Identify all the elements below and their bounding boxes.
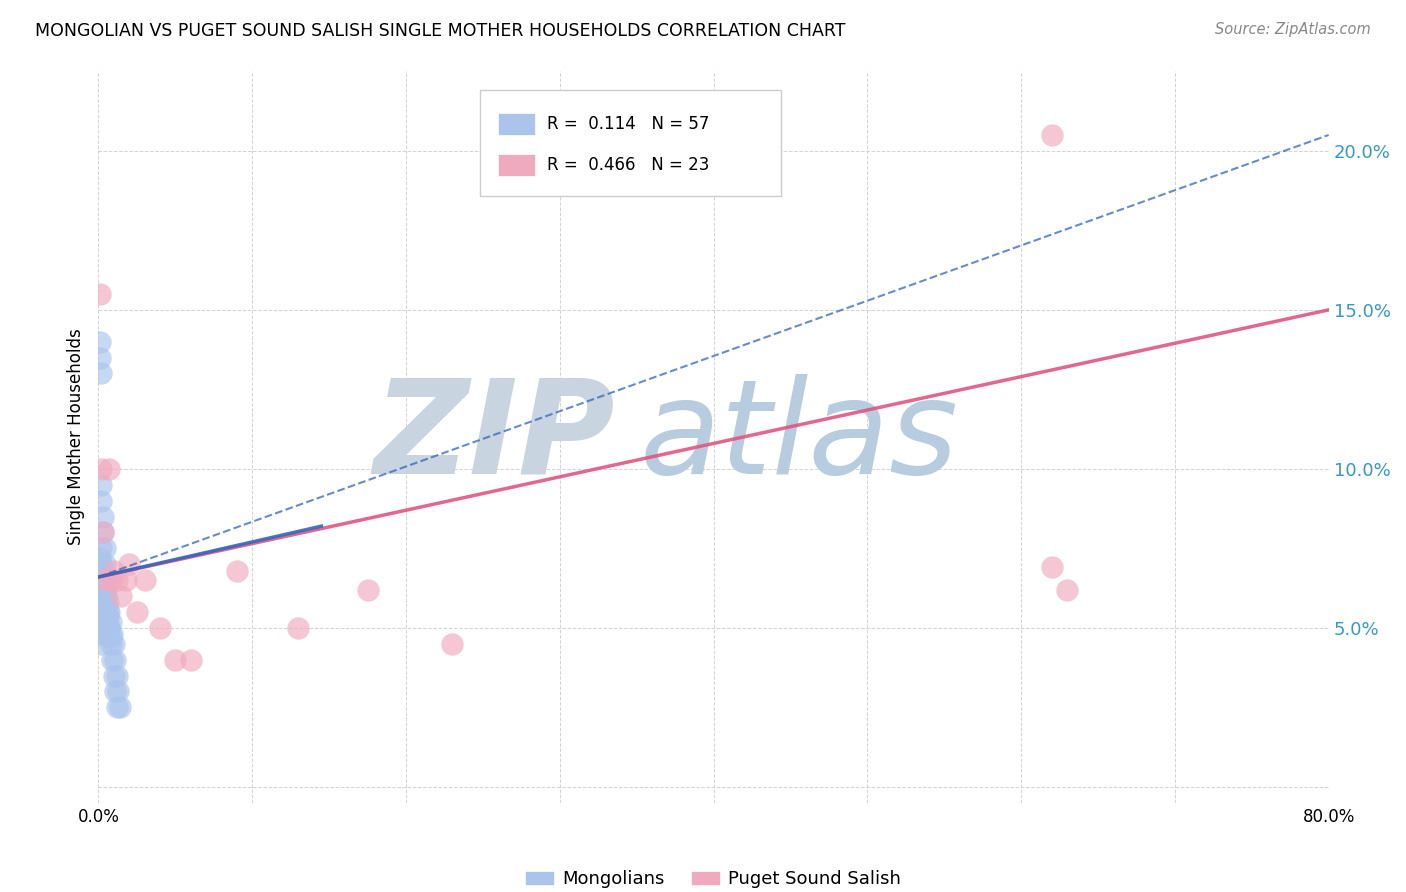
Point bbox=[98, 621, 121, 635]
Point bbox=[100, 637, 122, 651]
Point bbox=[94, 582, 117, 597]
FancyBboxPatch shape bbox=[479, 90, 782, 195]
Point bbox=[104, 653, 127, 667]
Text: R =  0.114   N = 57: R = 0.114 N = 57 bbox=[547, 115, 710, 133]
Point bbox=[110, 589, 132, 603]
Text: atlas: atlas bbox=[640, 374, 959, 500]
Point bbox=[108, 700, 131, 714]
Point bbox=[93, 605, 115, 619]
Point bbox=[89, 582, 111, 597]
Point bbox=[103, 637, 125, 651]
Point bbox=[1040, 560, 1063, 574]
Point bbox=[100, 615, 122, 629]
Point bbox=[89, 550, 111, 565]
Point bbox=[89, 595, 111, 609]
Point bbox=[105, 668, 128, 682]
Point bbox=[90, 621, 112, 635]
Point bbox=[134, 573, 156, 587]
Point bbox=[90, 637, 112, 651]
Point bbox=[441, 637, 464, 651]
Point bbox=[90, 367, 112, 381]
Point bbox=[91, 627, 114, 641]
Point bbox=[94, 615, 117, 629]
Point bbox=[98, 621, 121, 635]
Point bbox=[225, 564, 247, 578]
Point bbox=[90, 462, 112, 476]
Point bbox=[107, 684, 129, 698]
Point bbox=[90, 477, 112, 491]
Point bbox=[100, 573, 122, 587]
Point bbox=[91, 611, 114, 625]
Point bbox=[91, 595, 114, 609]
Point bbox=[89, 334, 111, 349]
Point bbox=[93, 573, 115, 587]
Point bbox=[103, 564, 125, 578]
Point bbox=[90, 558, 112, 572]
Point bbox=[100, 631, 122, 645]
Text: ZIP: ZIP bbox=[374, 374, 616, 500]
Point bbox=[93, 621, 115, 635]
Text: MONGOLIAN VS PUGET SOUND SALISH SINGLE MOTHER HOUSEHOLDS CORRELATION CHART: MONGOLIAN VS PUGET SOUND SALISH SINGLE M… bbox=[35, 22, 845, 40]
Point bbox=[180, 653, 202, 667]
Point bbox=[97, 605, 120, 619]
Point bbox=[98, 462, 121, 476]
Point bbox=[104, 684, 127, 698]
Point bbox=[91, 564, 114, 578]
Point bbox=[101, 653, 124, 667]
Point bbox=[165, 653, 187, 667]
Y-axis label: Single Mother Households: Single Mother Households bbox=[67, 329, 86, 545]
Point bbox=[94, 599, 117, 613]
Point bbox=[91, 580, 114, 594]
Point bbox=[118, 558, 141, 572]
Point bbox=[149, 621, 172, 635]
Text: Source: ZipAtlas.com: Source: ZipAtlas.com bbox=[1215, 22, 1371, 37]
Bar bbox=[498, 154, 536, 176]
Point bbox=[93, 558, 115, 572]
Point bbox=[287, 621, 309, 635]
Point bbox=[89, 287, 111, 301]
Point bbox=[93, 541, 115, 556]
Point bbox=[1040, 128, 1063, 142]
Point bbox=[91, 525, 114, 540]
Point bbox=[101, 627, 124, 641]
Point bbox=[90, 541, 112, 556]
Point bbox=[89, 573, 111, 587]
Point bbox=[103, 668, 125, 682]
Bar bbox=[498, 113, 536, 135]
Point bbox=[89, 627, 111, 641]
Point bbox=[94, 589, 117, 603]
Point bbox=[90, 589, 112, 603]
Point bbox=[97, 595, 120, 609]
Legend: Mongolians, Puget Sound Salish: Mongolians, Puget Sound Salish bbox=[519, 863, 908, 892]
Point bbox=[93, 589, 115, 603]
Point bbox=[90, 493, 112, 508]
Point bbox=[356, 582, 378, 597]
Point bbox=[89, 351, 111, 365]
Text: R =  0.466   N = 23: R = 0.466 N = 23 bbox=[547, 156, 710, 174]
Point bbox=[98, 605, 121, 619]
Point bbox=[91, 509, 114, 524]
Point bbox=[89, 564, 111, 578]
Point bbox=[115, 573, 138, 587]
Point bbox=[91, 525, 114, 540]
Point bbox=[89, 615, 111, 629]
Point bbox=[94, 573, 117, 587]
Point bbox=[105, 700, 128, 714]
Point bbox=[94, 573, 117, 587]
Point bbox=[125, 605, 148, 619]
Point bbox=[89, 605, 111, 619]
Point bbox=[97, 611, 120, 625]
Point bbox=[90, 570, 112, 584]
Point bbox=[1056, 582, 1078, 597]
Point bbox=[90, 605, 112, 619]
Point bbox=[105, 573, 128, 587]
